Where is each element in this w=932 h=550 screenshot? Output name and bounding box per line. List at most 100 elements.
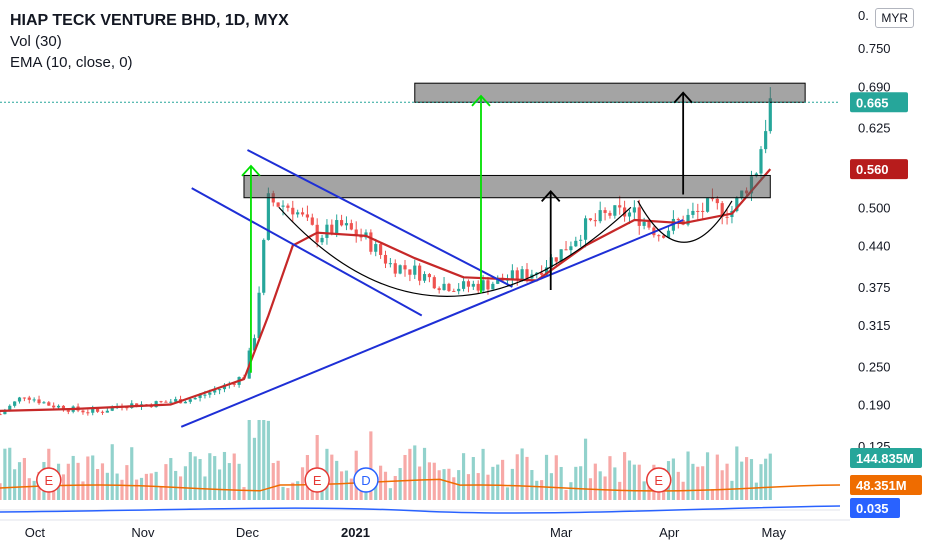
candle — [457, 283, 461, 295]
volume-bar — [740, 461, 744, 500]
y-tick-label-top: 0. — [858, 8, 869, 23]
candle — [291, 200, 295, 223]
candle — [466, 279, 471, 293]
volume-bar — [491, 466, 495, 500]
volume-bar — [0, 483, 2, 500]
volume-bar — [91, 455, 95, 500]
volume-bar — [461, 453, 466, 500]
candle — [96, 408, 100, 413]
volume-bar — [627, 460, 632, 500]
candle — [42, 401, 46, 404]
volume-bar — [335, 460, 339, 500]
volume-legend[interactable]: Vol (30) — [10, 33, 62, 50]
volume-bar — [466, 474, 471, 500]
volume-bar — [393, 475, 397, 500]
event-marker-d[interactable]: D — [353, 467, 379, 493]
ema-legend[interactable]: EMA (10, close, 0) — [10, 54, 133, 71]
volume-bar — [730, 480, 734, 500]
event-marker-e[interactable]: E — [304, 467, 330, 493]
candle-body — [310, 217, 314, 225]
volume-bar — [169, 458, 173, 500]
chart-legend: HIAP TECK VENTURE BHD, 1D, MYX Vol (30) … — [10, 10, 289, 73]
ema-path — [0, 168, 772, 412]
candle — [349, 219, 353, 231]
candle-body — [540, 272, 544, 275]
target-arrow — [541, 190, 561, 290]
candle — [583, 215, 588, 248]
volume-bar — [183, 466, 188, 500]
volume-bar — [27, 478, 31, 500]
candle — [52, 402, 56, 410]
volume-bar — [291, 482, 295, 500]
candle-body — [637, 207, 641, 226]
volume-bar — [383, 471, 388, 500]
symbol-title[interactable]: HIAP TECK VENTURE BHD, 1D, MYX — [10, 12, 289, 29]
y-tick-label: 0.500 — [858, 200, 891, 215]
candle-body — [657, 235, 661, 237]
volume-ma-badge: 48.351M — [850, 475, 922, 495]
volume-bar — [705, 452, 710, 500]
candle — [344, 216, 349, 231]
candle-body — [159, 401, 163, 403]
candle-body — [96, 408, 100, 412]
candle — [403, 260, 407, 277]
volume-bar — [579, 466, 583, 500]
candle-body — [86, 412, 90, 414]
candle-body — [174, 399, 178, 402]
candle — [17, 396, 22, 404]
candle — [300, 207, 305, 217]
candle-body — [66, 410, 70, 412]
candle-body — [496, 277, 500, 284]
x-tick-label: Mar — [550, 525, 573, 540]
volume-bar — [701, 466, 705, 500]
candle — [86, 409, 90, 416]
volume-bar — [496, 464, 500, 500]
candle-body — [554, 257, 558, 262]
candle — [393, 259, 397, 278]
candle-body — [262, 239, 266, 293]
volume-bar — [540, 480, 544, 500]
candle — [379, 242, 383, 259]
candle — [262, 238, 266, 296]
candle-body — [203, 394, 207, 396]
price-badge-bg — [850, 92, 908, 113]
arrow-head — [471, 94, 491, 107]
candle-body — [471, 283, 475, 287]
candle — [159, 400, 163, 404]
target-arrow — [241, 164, 261, 373]
candle-body — [388, 263, 392, 265]
price-badge-bg — [850, 159, 908, 180]
candle — [276, 202, 280, 208]
candle-body — [252, 338, 257, 351]
candle-body — [91, 408, 95, 413]
candle — [437, 286, 441, 294]
candle — [686, 208, 690, 227]
axis-badges: 0.665 0.560 144.835M 48.351M 0.035 — [850, 92, 922, 518]
candle — [759, 146, 763, 180]
candles — [0, 87, 772, 416]
candle-body — [613, 205, 617, 216]
volume-ma-line — [0, 478, 841, 492]
candle-body — [3, 410, 7, 415]
candle-body — [305, 214, 310, 218]
candle-body — [335, 220, 339, 235]
event-marker-e[interactable]: E — [646, 467, 672, 493]
event-marker-e[interactable]: E — [36, 467, 62, 493]
candle-body — [608, 212, 612, 216]
candle — [13, 401, 17, 408]
candle-body — [759, 149, 763, 174]
time-axis[interactable]: Oct Nov Dec 2021 Mar Apr May — [0, 519, 850, 540]
price-axis[interactable]: 0.750 0.690 0.625 0.560 0.500 0.440 0.375 0.315… — [858, 8, 891, 492]
candle — [32, 397, 36, 403]
candle-body — [393, 263, 397, 274]
volume-bar — [418, 466, 422, 500]
candle-body — [442, 283, 446, 291]
volume-bar — [623, 452, 627, 500]
x-tick-label: May — [761, 525, 786, 540]
currency-badge[interactable]: MYR — [875, 8, 914, 28]
volume-bar — [344, 470, 349, 500]
volume-bar — [574, 466, 578, 500]
volume-bar — [159, 486, 163, 500]
